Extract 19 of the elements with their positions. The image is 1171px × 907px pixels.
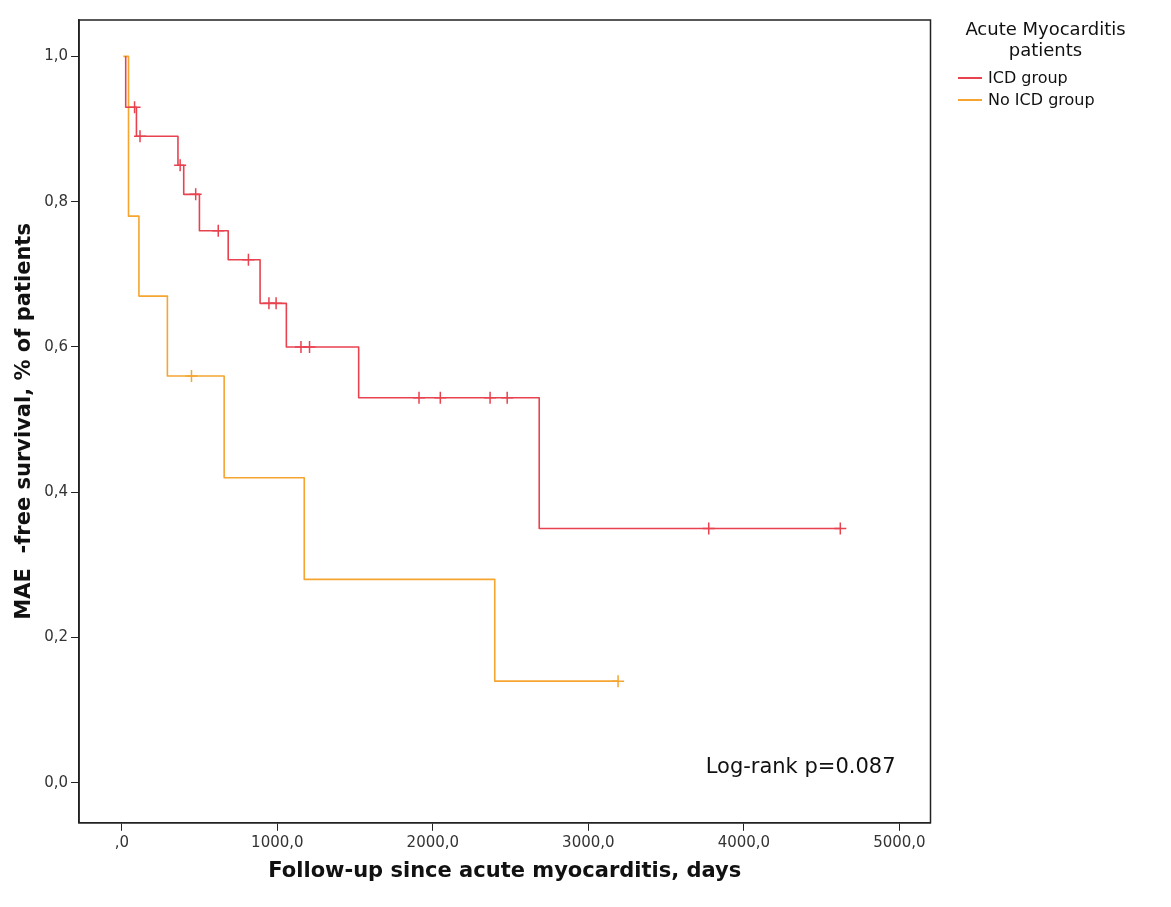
- legend-label: No ICD group: [988, 90, 1095, 109]
- legend-label: ICD group: [988, 68, 1068, 87]
- x-tick-label: 1000,0: [251, 832, 304, 851]
- annotation: Log-rank p=0.087: [705, 753, 896, 778]
- y-tick-label: 0,0: [44, 772, 69, 791]
- y-tick-label: 1,0: [44, 46, 69, 65]
- x-tick-label: 3000,0: [562, 832, 615, 851]
- x-tick-label: 5000,0: [873, 832, 926, 851]
- x-tick-label: 4000,0: [717, 832, 771, 851]
- y-tick-label: 0,2: [44, 627, 69, 646]
- y-tick-label: 0,8: [44, 191, 69, 210]
- x-tick-label: 2000,0: [406, 832, 460, 851]
- x-tick-label: ,0: [114, 832, 129, 851]
- point: [173, 158, 187, 173]
- x-axis-title: Follow-up since acute myocarditis, days: [268, 857, 742, 882]
- y-axis-title: MAE -free survival, % of patients: [11, 223, 36, 620]
- y-tick-label: 0,4: [44, 482, 69, 501]
- legend-title: Acute Myocarditis patients: [964, 18, 1127, 60]
- y-tick-label: 0,6: [44, 336, 69, 355]
